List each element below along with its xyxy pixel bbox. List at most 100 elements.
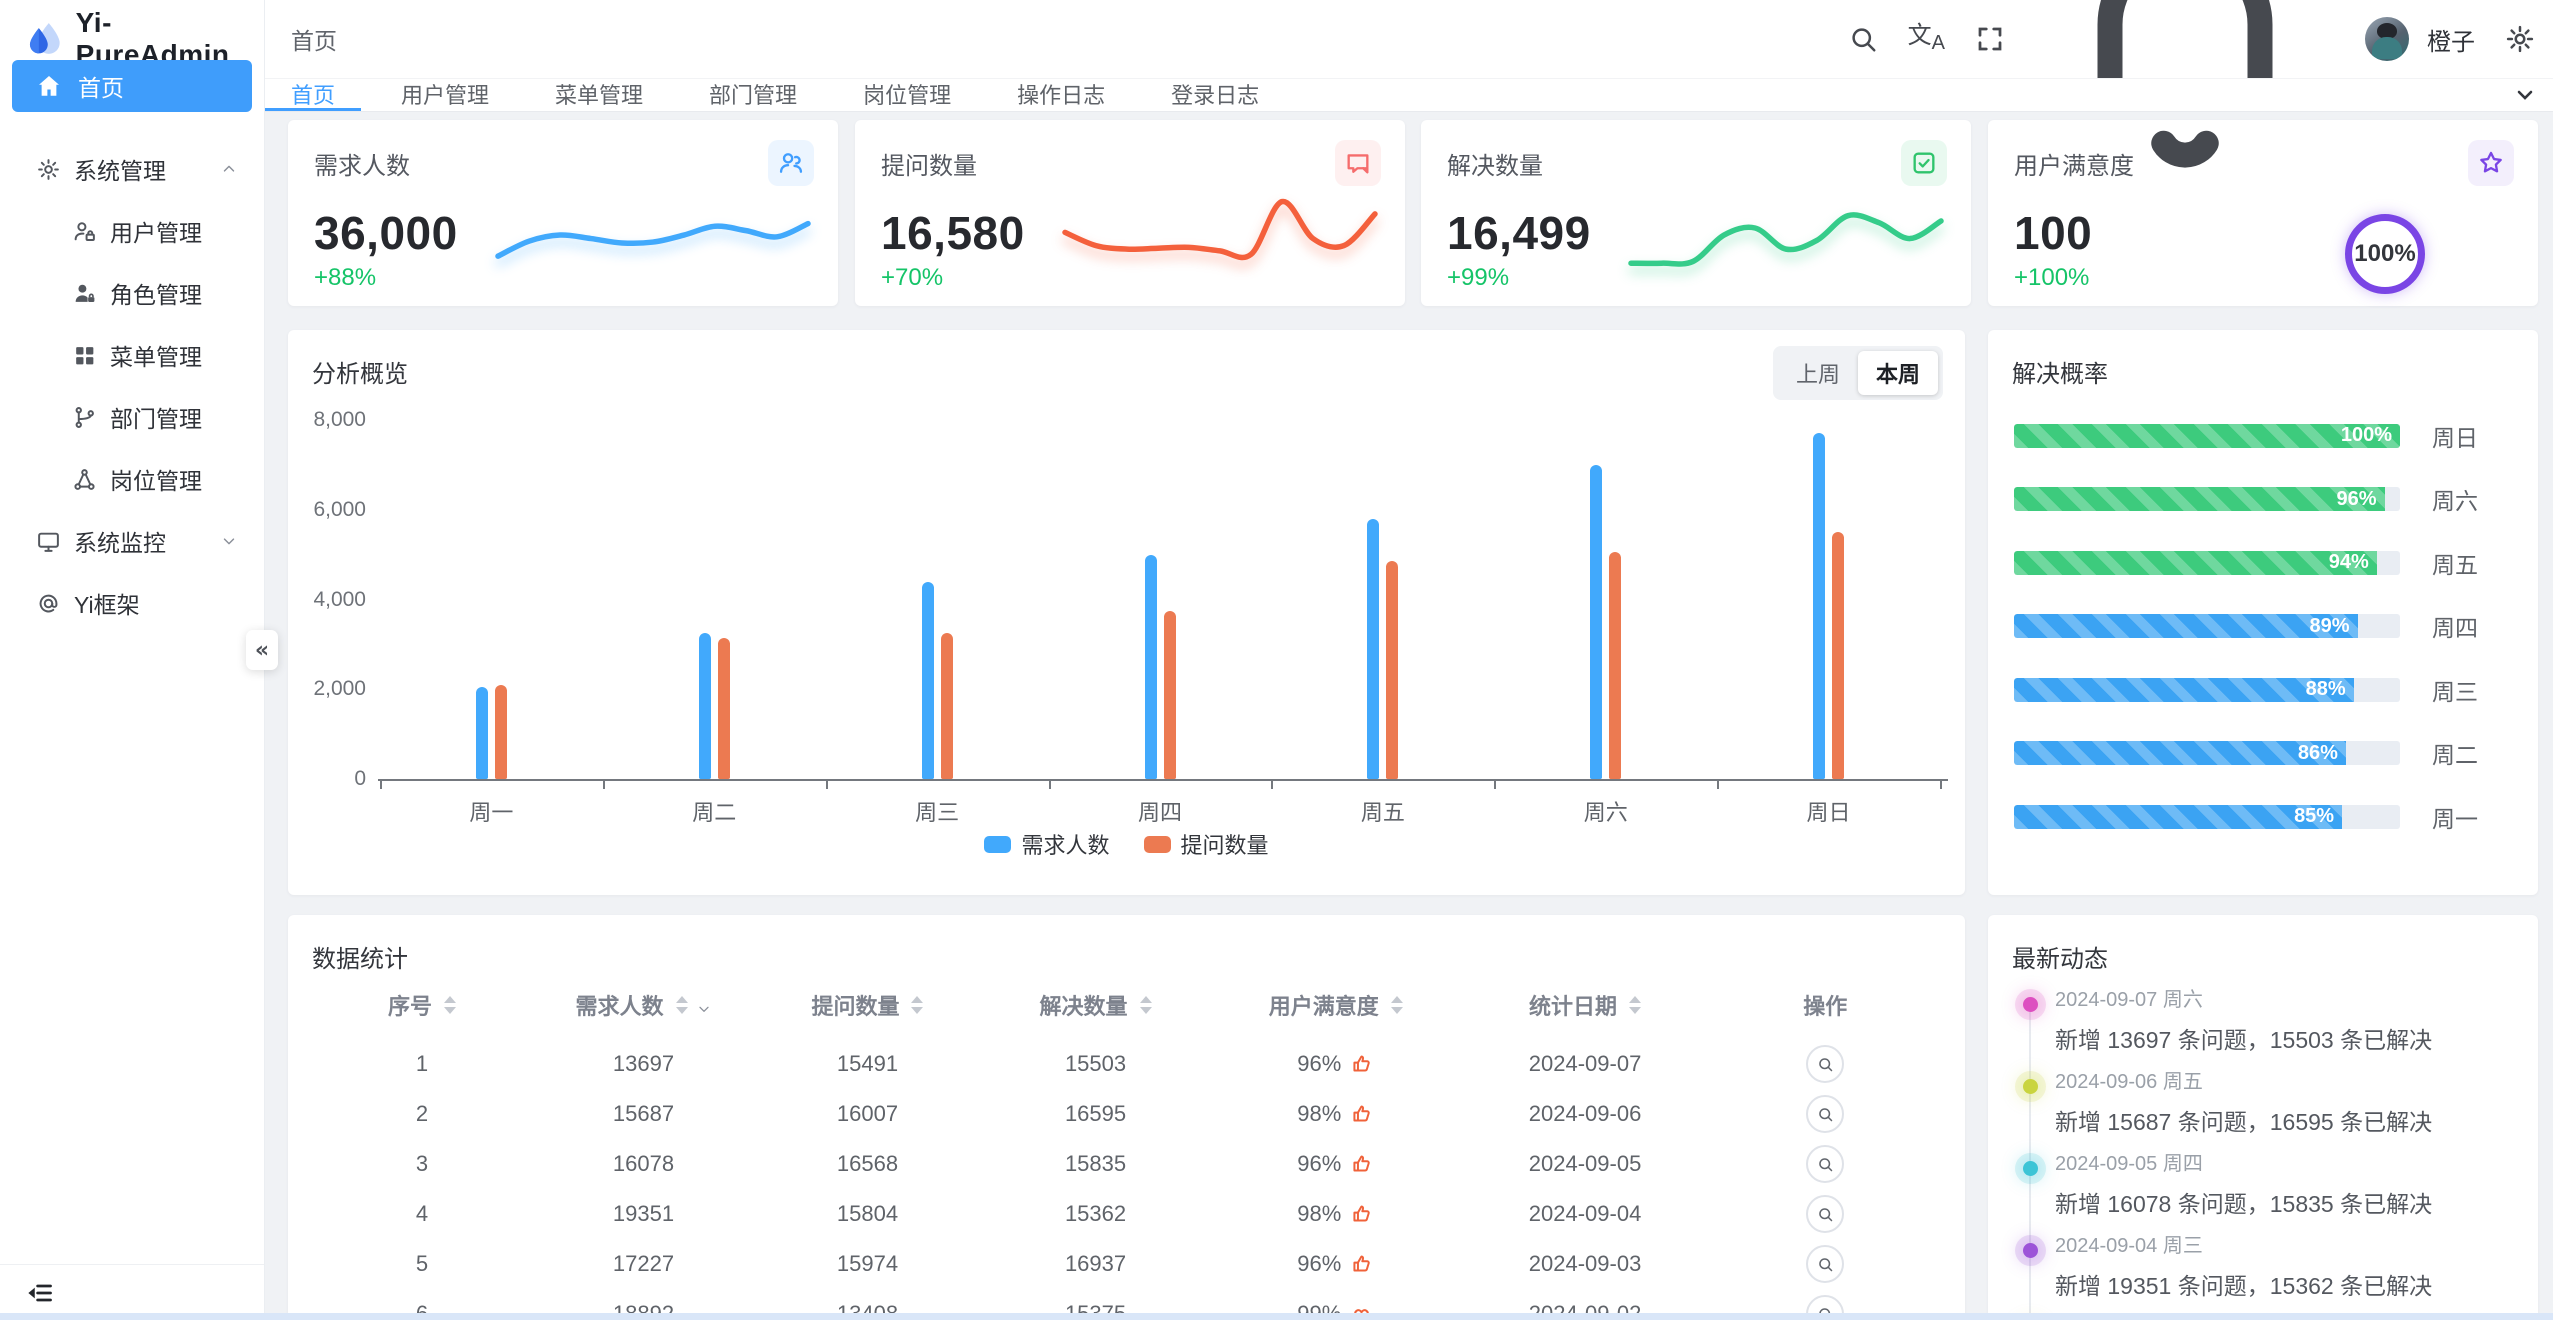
solve-rate-bar[interactable]: 88% [2014,677,2354,702]
solve-rate-row: 100% 周日 [2014,404,2516,468]
tab-operation-log[interactable]: 操作日志 [1017,82,1106,108]
questions-bar[interactable] [717,637,730,779]
horizontal-scrollbar[interactable] [0,1313,2553,1320]
questions-bar[interactable] [1832,532,1845,779]
table-cell: 5 [415,1251,429,1276]
sidebar-item-menu-management[interactable]: 菜单管理 [0,324,264,386]
solve-rate-day-label: 周日 [2432,424,2478,451]
stat-title: 需求人数 [314,153,410,180]
solve-rate-value: 100% [2340,424,2392,447]
sort-caret[interactable] [911,996,924,1014]
solve-rate-bar[interactable]: 86% [2014,741,2346,766]
translate-icon[interactable]: 文A [1907,21,1945,54]
grid-icon [72,343,97,368]
thumb-up-icon [1349,1152,1374,1177]
users-icon [768,140,814,186]
bar-group-1 [446,684,536,779]
tab-home[interactable]: 首页 [265,79,362,111]
this-week-button[interactable]: 本周 [1857,351,1938,395]
sidebar-item-role-management[interactable]: 角色管理 [0,262,264,324]
solve-rate-bar[interactable]: 96% [2014,487,2385,512]
stat-value: 36,000 [314,207,458,259]
sidebar: Yi-PureAdmin 首页 系统管理 用户管理 角色管理 菜单管理 部门管理 岗位管理… [0,0,278,1320]
sidebar-item-label: 岗位管理 [110,468,202,494]
tab-menu-management[interactable]: 菜单管理 [555,82,644,108]
view-detail-button[interactable] [1806,1045,1845,1083]
sidebar-collapse-handle[interactable]: « [246,630,278,670]
sidebar-item-post-management[interactable]: 岗位管理 [0,448,264,510]
stat-card-demand: 需求人数 36,000 +88% [288,120,838,306]
legend-item-demand[interactable]: 需求人数 [984,828,1110,860]
demand-bar[interactable] [1144,554,1157,779]
solve-rate-bar[interactable]: 89% [2014,614,2358,639]
table-cell-action [1710,1045,1941,1083]
questions-bar[interactable] [1386,561,1399,779]
x-axis-category-label: 周二 [692,800,737,825]
tab-post-management[interactable]: 岗位管理 [863,82,952,108]
table-cell: 3 [415,1151,429,1176]
tab-dept-management[interactable]: 部门管理 [709,82,798,108]
stat-value: 16,580 [881,207,1025,259]
sidebar-item-label: Yi框架 [74,592,140,618]
tab-user-management[interactable]: 用户管理 [401,82,490,108]
solve-rate-list: 100% 周日 96% 周六 94% 周五 89% 周四 88% 周三 86% 周二 85% 周一 [2014,404,2516,849]
avatar[interactable] [2365,17,2409,61]
column-header-label: 统计日期 [1529,994,1618,1019]
username[interactable]: 橙子 [2427,28,2475,56]
view-detail-button[interactable] [1806,1095,1845,1133]
demand-bar[interactable] [698,633,711,779]
sidebar-item-yi-framework[interactable]: Yi框架 [0,572,264,634]
demand-bar[interactable] [1590,464,1603,779]
sidebar-item-system-management[interactable]: 系统管理 [0,138,264,200]
sidebar-item-label: 角色管理 [110,282,202,308]
timeline-dot [2023,1161,2038,1176]
sort-caret[interactable] [1629,996,1642,1014]
solved-sparkline [1628,212,1944,267]
tab-login-log[interactable]: 登录日志 [1171,82,1260,108]
solve-rate-value: 89% [2309,614,2350,637]
solve-rate-bar[interactable]: 85% [2014,804,2343,829]
tabs-menu-chevron-icon[interactable] [2513,83,2537,107]
fullscreen-icon[interactable] [1975,24,2005,54]
questions-bar[interactable] [1163,610,1176,779]
sort-caret[interactable] [1390,996,1403,1014]
solve-rate-row: 89% 周四 [2014,595,2516,659]
solve-rate-day-label: 周三 [2432,678,2478,705]
search-icon[interactable] [1848,24,1878,54]
questions-bar[interactable] [494,684,507,779]
gear-icon[interactable] [2505,24,2535,54]
legend-item-questions[interactable]: 提问数量 [1143,828,1269,860]
demand-bar[interactable] [475,687,488,779]
timeline-date: 2024-09-06 周五 [2055,1071,2203,1093]
chevron-down-icon[interactable] [696,997,712,1013]
sort-caret[interactable] [443,996,456,1014]
demand-bar[interactable] [1367,518,1380,779]
sort-ascending-icon [1629,996,1642,1003]
last-week-button[interactable]: 上周 [1778,351,1858,395]
sidebar-item-system-monitor[interactable]: 系统监控 [0,510,264,572]
sort-caret[interactable] [675,996,688,1014]
table-cell: 16007 [836,1101,899,1126]
solve-rate-track: 86% [2014,741,2400,766]
demand-bar[interactable] [1813,433,1826,779]
sort-caret[interactable] [1139,996,1152,1014]
questions-bar[interactable] [1609,552,1622,779]
sidebar-item-user-management[interactable]: 用户管理 [0,200,264,262]
sidebar-item-home[interactable]: 首页 [12,60,252,112]
table-cell: 15491 [836,1051,899,1076]
solve-rate-bar[interactable]: 94% [2014,550,2377,575]
solve-rate-bar[interactable]: 100% [2014,423,2400,448]
timeline-dot [2023,1079,2038,1094]
solve-rate-card: 解决概率 100% 周日 96% 周六 94% 周五 89% 周四 88% 周三 86% 周二 85% 周… [1988,330,2538,895]
questions-bar[interactable] [940,633,953,779]
view-detail-button[interactable] [1806,1195,1845,1233]
sidebar-item-dept-management[interactable]: 部门管理 [0,386,264,448]
sort-ascending-icon [443,996,456,1003]
logo-drop-icon [24,20,62,58]
view-detail-button[interactable] [1806,1145,1845,1183]
fold-sidebar-icon[interactable] [26,1279,54,1307]
view-detail-button[interactable] [1806,1245,1845,1283]
demand-bar[interactable] [921,581,934,779]
solve-rate-day-label: 周五 [2432,551,2478,578]
